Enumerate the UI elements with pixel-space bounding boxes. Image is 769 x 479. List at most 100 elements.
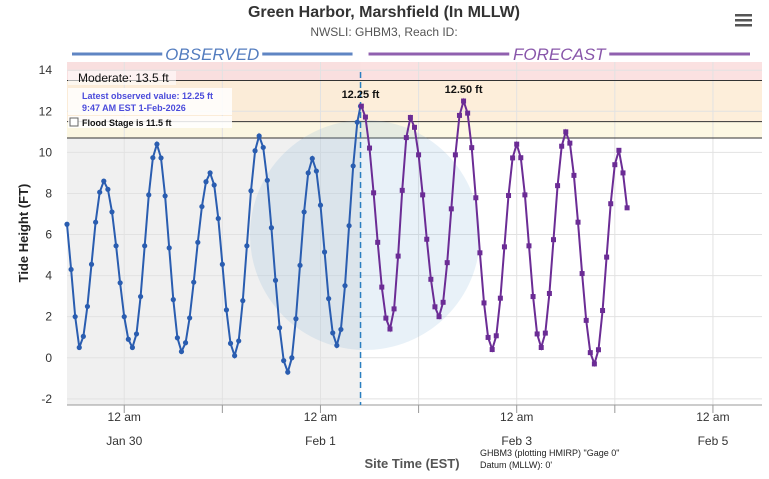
forecast-point	[448, 206, 454, 212]
observed-point	[223, 307, 230, 313]
forecast-point	[587, 350, 593, 356]
y-tick-label: 12	[39, 104, 53, 118]
forecast-point	[567, 140, 573, 146]
forecast-point	[375, 239, 381, 245]
observed-point	[146, 192, 152, 198]
observed-point	[170, 297, 176, 303]
forecast-point	[461, 98, 467, 104]
peak-label: 12.50 ft	[445, 84, 483, 96]
chart-subtitle: NWSLI: GHBM3, Reach ID:	[310, 25, 457, 39]
forecast-point	[530, 294, 536, 300]
x-tick-label: 12 am	[304, 410, 337, 424]
forecast-point	[612, 162, 618, 168]
forecast-point	[412, 124, 417, 130]
info-box	[68, 88, 232, 115]
observed-point	[227, 340, 234, 346]
observed-point	[199, 203, 205, 210]
forecast-point	[600, 308, 606, 314]
observed-point	[133, 331, 140, 337]
forecast-point	[358, 103, 364, 109]
forecast-point	[485, 334, 491, 340]
forecast-point	[555, 183, 561, 189]
observed-point	[68, 266, 74, 273]
forecast-point	[493, 333, 499, 339]
observed-point	[105, 186, 111, 192]
observed-point	[313, 168, 319, 174]
forecast-point	[563, 129, 569, 135]
observed-point	[260, 144, 266, 151]
forecast-point	[416, 152, 422, 158]
observed-point	[317, 202, 324, 208]
observed-point	[93, 219, 99, 225]
label-box	[68, 71, 176, 85]
forecast-point	[579, 271, 585, 277]
observed-point	[346, 223, 352, 229]
forecast-point	[469, 145, 475, 151]
peak-label: 12.25 ft	[342, 89, 380, 101]
forecast-point	[489, 347, 495, 353]
forecast-point	[514, 141, 520, 147]
forecast-point	[551, 237, 556, 243]
observed-point	[162, 193, 168, 199]
observed-point	[166, 245, 172, 251]
observed-point	[84, 303, 91, 310]
forecast-point	[440, 299, 446, 305]
observed-point	[321, 249, 328, 255]
observed-point	[297, 262, 303, 268]
observed-point	[326, 296, 332, 302]
observed-point	[117, 280, 123, 286]
forecast-point	[452, 152, 458, 158]
observed-point	[88, 261, 95, 267]
menu-button[interactable]	[735, 14, 752, 27]
forecast-point	[620, 170, 626, 176]
observed-point	[301, 209, 307, 215]
observed-point	[154, 141, 160, 147]
observed-point	[64, 221, 70, 227]
y-tick-label: 10	[39, 145, 53, 159]
observed-point	[334, 342, 340, 349]
observed-point	[338, 326, 344, 333]
y-axis-label: Tide Height (FT)	[16, 184, 31, 283]
footer-note: Datum (MLLW): 0'	[480, 460, 552, 470]
observed-point	[191, 279, 197, 285]
forecast-point	[379, 284, 385, 290]
observed-point	[80, 333, 86, 339]
observed-point	[240, 298, 246, 304]
label-box	[68, 116, 232, 128]
observed-point	[207, 170, 213, 176]
forecast-point	[473, 195, 479, 201]
y-tick-label: 14	[39, 63, 53, 77]
forecast-point	[481, 300, 487, 306]
chart-title: Green Harbor, Marshfield (In MLLW)	[248, 4, 520, 21]
checkbox	[69, 117, 79, 127]
observed-point	[305, 170, 311, 176]
observed-point	[97, 189, 103, 195]
x-tick-label: 12 am	[696, 410, 729, 424]
forecast-point	[510, 155, 516, 161]
forecast-point	[362, 114, 368, 120]
forecast-point	[432, 304, 438, 310]
forecast-point	[591, 361, 597, 367]
x-tick-date: Feb 5	[698, 434, 729, 448]
observed-point	[158, 155, 164, 161]
x-tick-date: Jan 30	[106, 434, 142, 448]
observed-point	[272, 277, 279, 283]
observed-point	[137, 293, 144, 300]
observed-point	[350, 163, 356, 169]
observed-point	[256, 133, 262, 139]
forecast-point	[436, 314, 442, 320]
forecast-point	[407, 114, 413, 120]
threshold-label: Moderate: 13.5 ft	[78, 71, 169, 85]
latest-time: 9:47 AM EST 1-Feb-2026	[82, 103, 186, 113]
x-tick-date: Feb 3	[501, 434, 532, 448]
observed-point	[232, 353, 238, 359]
y-tick-label: 6	[45, 228, 52, 242]
menu-bar	[735, 14, 752, 17]
forecast-point	[465, 110, 471, 116]
forecast-point	[428, 276, 434, 282]
forecast-point	[403, 135, 409, 141]
observed-point	[178, 348, 185, 355]
menu-bar	[735, 24, 752, 27]
forecast-point	[604, 254, 610, 260]
